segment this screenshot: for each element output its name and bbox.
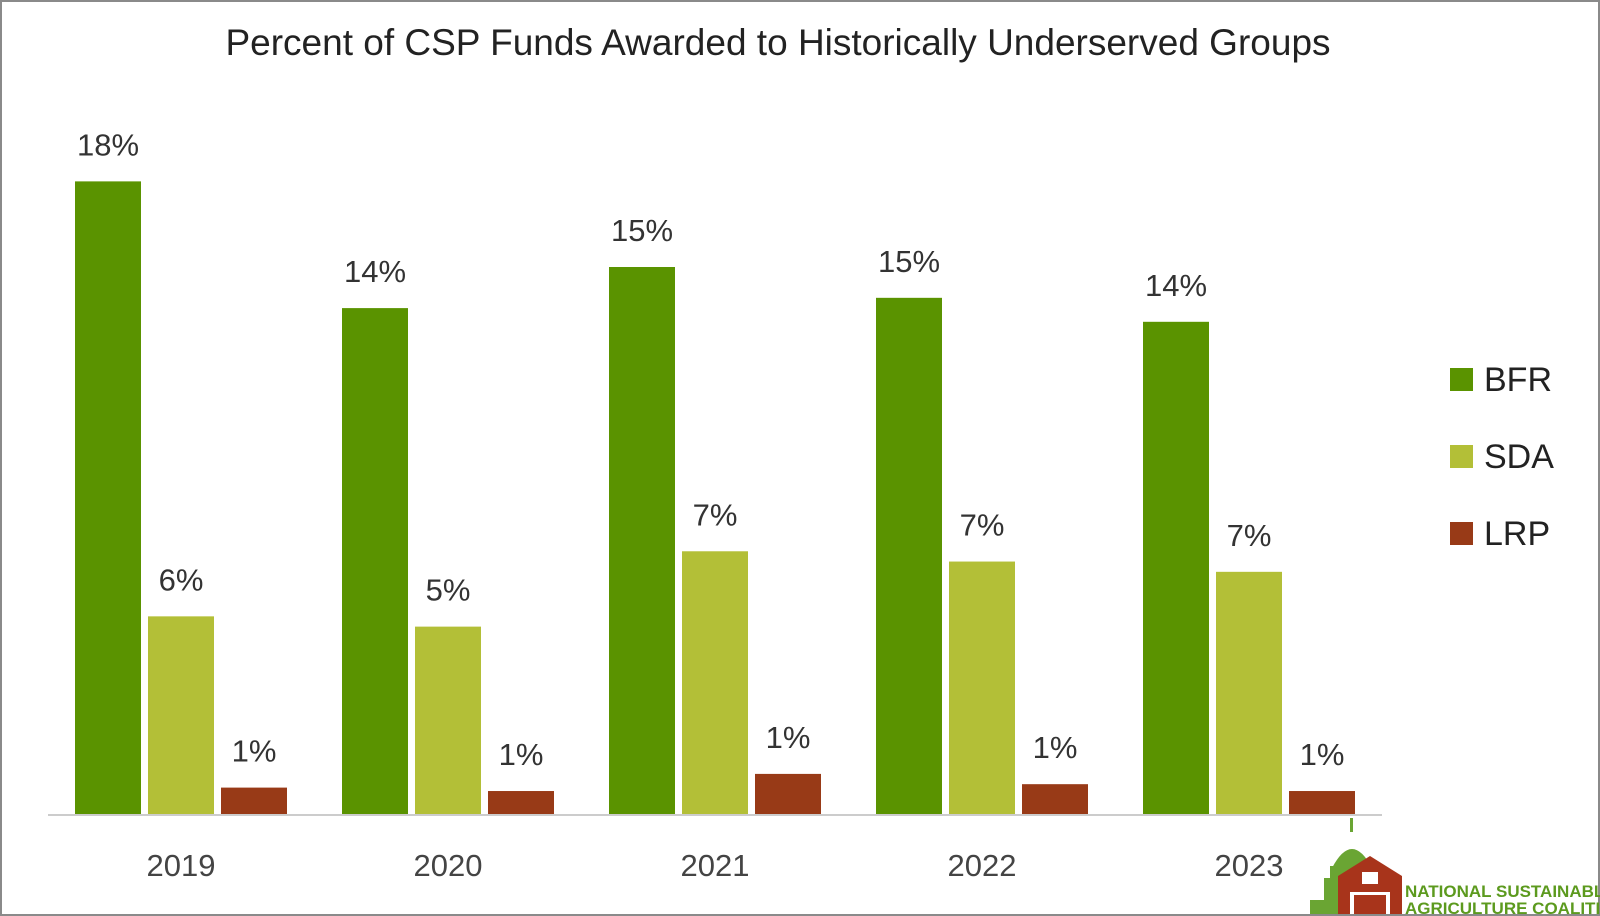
- bar-sda-2019: [148, 616, 214, 815]
- bar-sda-2020: [415, 626, 481, 815]
- chart-title: Percent of CSP Funds Awarded to Historic…: [225, 22, 1331, 63]
- data-label-sda-2021: 7%: [693, 497, 738, 532]
- nsac-logo: NATIONAL SUSTAINABLE AGRICULTURE COALITI…: [1310, 818, 1600, 916]
- data-label-bfr-2022: 15%: [878, 244, 940, 279]
- legend-swatch-sda: [1450, 445, 1473, 468]
- data-label-lrp-2020: 1%: [499, 737, 544, 772]
- legend-label-bfr: BFR: [1484, 361, 1552, 399]
- data-label-bfr-2021: 15%: [611, 213, 673, 248]
- bar-lrp-2022: [1022, 784, 1088, 815]
- legend-label-sda: SDA: [1484, 438, 1554, 476]
- logo-text-line1: NATIONAL SUSTAINABLE: [1405, 882, 1600, 901]
- data-label-sda-2019: 6%: [159, 562, 204, 597]
- category-label-2023: 2023: [1215, 848, 1284, 883]
- bar-bfr-2021: [609, 267, 675, 815]
- bar-bfr-2019: [75, 181, 141, 815]
- legend-swatch-lrp: [1450, 522, 1473, 545]
- category-label-2020: 2020: [414, 848, 483, 883]
- bar-sda-2022: [949, 561, 1015, 815]
- bars-layer: 18% 6% 1% 2019 14% 5% 1% 2020 15% 7% 1% 2021 15% 7% 1%…: [75, 127, 1355, 883]
- bar-bfr-2020: [342, 308, 408, 815]
- legend-swatch-bfr: [1450, 368, 1473, 391]
- data-label-lrp-2019: 1%: [232, 734, 277, 769]
- bar-lrp-2020: [488, 791, 554, 815]
- bar-bfr-2023: [1143, 321, 1209, 815]
- legend: BFR SDA LRP: [1450, 361, 1554, 553]
- data-label-sda-2023: 7%: [1227, 518, 1272, 553]
- bar-lrp-2021: [755, 773, 821, 815]
- bar-sda-2023: [1216, 571, 1282, 815]
- data-label-lrp-2023: 1%: [1300, 737, 1345, 772]
- data-label-bfr-2023: 14%: [1145, 268, 1207, 303]
- data-label-bfr-2019: 18%: [77, 127, 139, 162]
- bar-lrp-2023: [1289, 791, 1355, 815]
- bar-lrp-2019: [221, 787, 287, 815]
- category-label-2019: 2019: [147, 848, 216, 883]
- bar-bfr-2022: [876, 297, 942, 815]
- data-label-lrp-2021: 1%: [766, 720, 811, 755]
- legend-label-lrp: LRP: [1484, 515, 1550, 553]
- category-label-2021: 2021: [681, 848, 750, 883]
- capitol-barn-icon: [1310, 818, 1402, 914]
- category-label-2022: 2022: [948, 848, 1017, 883]
- data-label-lrp-2022: 1%: [1033, 730, 1078, 765]
- logo-text-line2: AGRICULTURE COALITION: [1405, 899, 1600, 916]
- data-label-sda-2022: 7%: [960, 508, 1005, 543]
- data-label-bfr-2020: 14%: [344, 254, 406, 289]
- bar-sda-2021: [682, 551, 748, 815]
- data-label-sda-2020: 5%: [426, 573, 471, 608]
